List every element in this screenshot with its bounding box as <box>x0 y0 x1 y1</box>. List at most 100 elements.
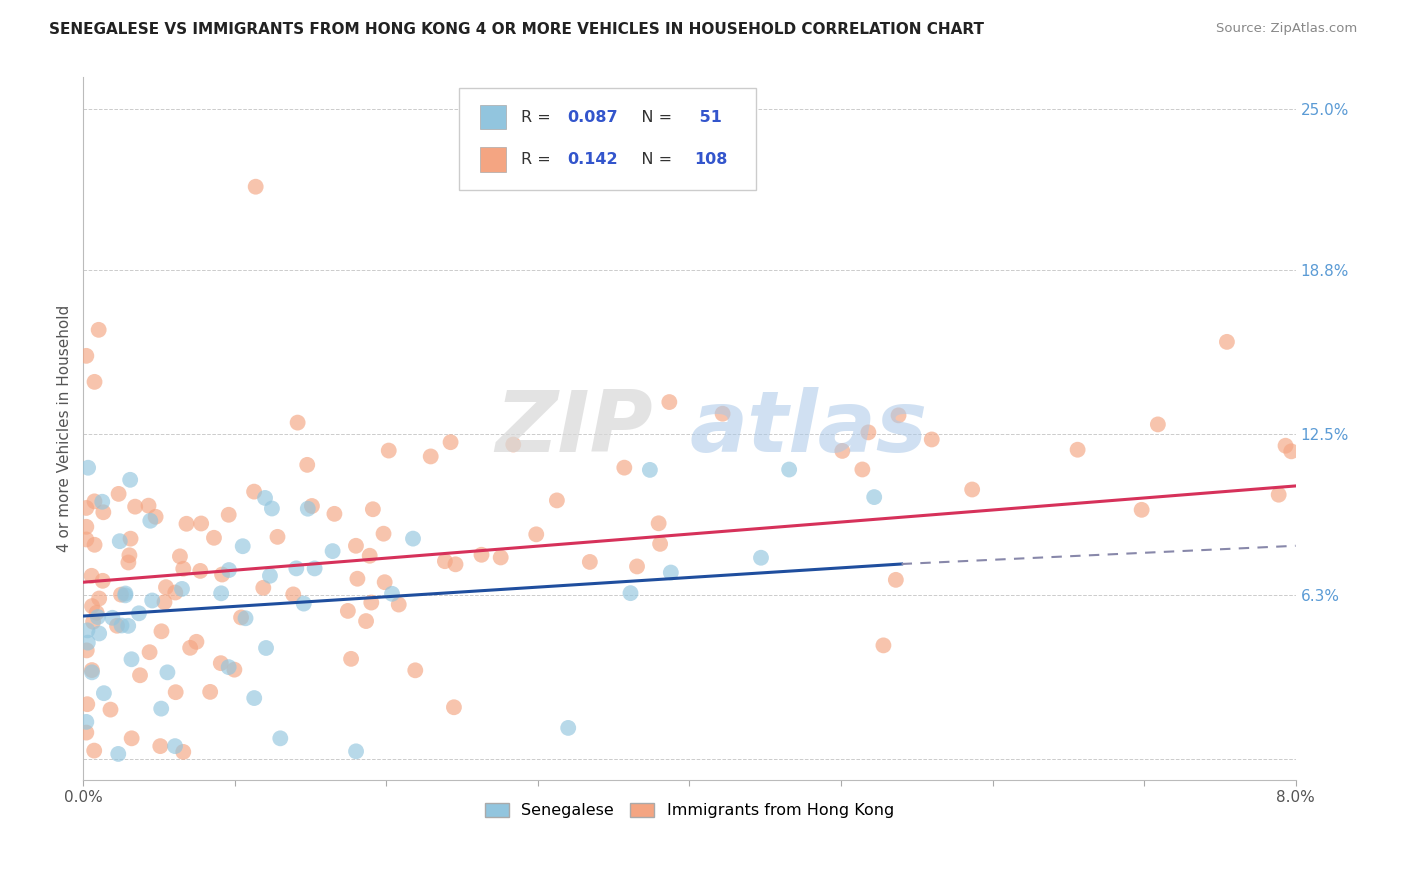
Point <box>75 714 97 729</box>
Point <box>155 580 177 594</box>
Point <box>252 581 274 595</box>
Point <box>1267 488 1289 502</box>
Point <box>172 562 194 576</box>
Point <box>224 663 246 677</box>
Point <box>80 599 103 613</box>
Point <box>858 425 880 440</box>
Point <box>322 544 344 558</box>
Point <box>359 549 381 563</box>
Point <box>524 527 547 541</box>
Point <box>658 395 681 409</box>
Point <box>145 509 167 524</box>
Point <box>91 505 114 519</box>
Point <box>287 416 309 430</box>
Point <box>921 433 943 447</box>
Point <box>218 660 240 674</box>
Point <box>283 587 305 601</box>
Point <box>218 508 240 522</box>
Point <box>1274 439 1296 453</box>
Point <box>198 685 221 699</box>
Point <box>80 569 103 583</box>
Point <box>89 591 111 606</box>
Point <box>83 743 105 757</box>
Point <box>336 604 359 618</box>
Point <box>269 731 291 746</box>
Point <box>619 586 641 600</box>
Point <box>439 435 461 450</box>
Point <box>89 626 111 640</box>
Point <box>232 539 254 553</box>
Point <box>443 700 465 714</box>
Point <box>377 443 399 458</box>
Point <box>165 739 187 753</box>
Point <box>75 500 97 515</box>
Y-axis label: 4 or more Vehicles in Household: 4 or more Vehicles in Household <box>58 305 72 552</box>
Point <box>1066 442 1088 457</box>
Point <box>360 596 382 610</box>
Point <box>138 645 160 659</box>
Point <box>659 566 682 580</box>
Point <box>557 721 579 735</box>
Point <box>502 437 524 451</box>
Point <box>129 668 152 682</box>
Point <box>77 460 100 475</box>
Point <box>188 564 211 578</box>
Text: R =: R = <box>522 153 555 167</box>
Point <box>165 585 187 599</box>
Point <box>579 555 602 569</box>
Point <box>297 501 319 516</box>
Point <box>128 607 150 621</box>
Point <box>76 643 98 657</box>
Point <box>381 587 404 601</box>
Point <box>76 635 98 649</box>
Point <box>373 526 395 541</box>
Point <box>229 610 252 624</box>
Point <box>108 534 131 549</box>
FancyBboxPatch shape <box>479 104 506 129</box>
Point <box>86 606 108 620</box>
Text: N =: N = <box>627 110 678 125</box>
Text: 0.142: 0.142 <box>567 153 617 167</box>
Point <box>647 516 669 531</box>
Point <box>150 624 173 639</box>
Point <box>344 539 367 553</box>
Point <box>388 598 411 612</box>
Point <box>100 703 122 717</box>
Point <box>301 499 323 513</box>
Point <box>150 701 173 715</box>
Point <box>266 530 288 544</box>
Point <box>470 548 492 562</box>
Point <box>323 507 346 521</box>
Text: R =: R = <box>522 110 555 125</box>
Point <box>107 747 129 761</box>
Point <box>960 483 983 497</box>
Point <box>118 549 141 563</box>
Point <box>176 516 198 531</box>
Point <box>444 558 467 572</box>
Point <box>831 444 853 458</box>
Point <box>75 349 97 363</box>
Point <box>260 501 283 516</box>
Point <box>346 572 368 586</box>
Point <box>402 532 425 546</box>
Point <box>124 500 146 514</box>
Point <box>245 179 267 194</box>
Point <box>851 462 873 476</box>
Point <box>138 499 160 513</box>
Point <box>254 640 277 655</box>
Point <box>292 597 315 611</box>
Point <box>156 665 179 680</box>
Point <box>254 491 277 505</box>
Point <box>638 463 661 477</box>
Point <box>433 554 456 568</box>
Point <box>105 619 128 633</box>
Point <box>304 561 326 575</box>
Point <box>139 514 162 528</box>
Point <box>243 691 266 706</box>
Point <box>153 595 176 609</box>
Point <box>80 663 103 677</box>
Point <box>887 409 910 423</box>
Point <box>235 611 257 625</box>
Point <box>114 588 136 602</box>
FancyBboxPatch shape <box>460 88 756 190</box>
